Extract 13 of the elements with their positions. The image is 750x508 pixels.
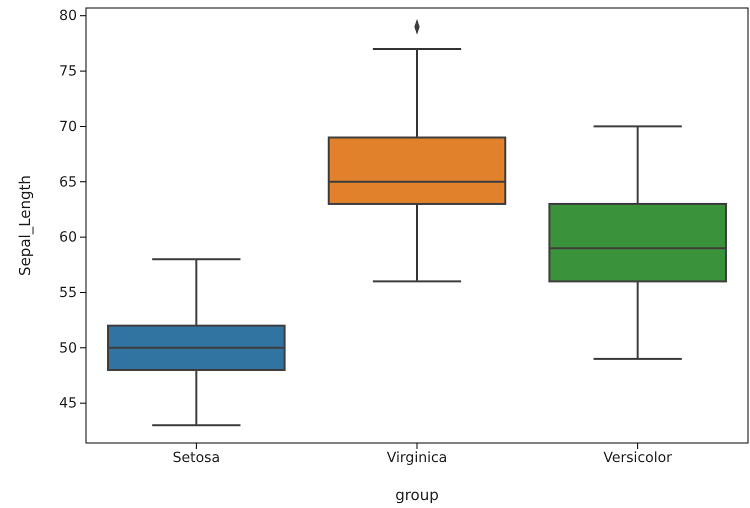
y-tick-label: 50 — [59, 340, 77, 356]
x-tick-label: Setosa — [172, 450, 220, 466]
y-tick-label: 75 — [59, 64, 77, 80]
x-axis-title: group — [395, 486, 439, 504]
y-tick-label: 55 — [59, 284, 77, 301]
y-tick-label: 80 — [59, 8, 77, 24]
y-tick-label: 45 — [59, 396, 77, 412]
y-tick-label: 65 — [59, 174, 77, 190]
y-axis-title: Sepal_Length — [16, 175, 34, 276]
x-tick-label: Virginica — [386, 450, 448, 466]
y-tick-label: 70 — [59, 118, 77, 135]
y-tick-label: 60 — [59, 230, 77, 246]
x-tick-label: Versicolor — [603, 450, 672, 466]
